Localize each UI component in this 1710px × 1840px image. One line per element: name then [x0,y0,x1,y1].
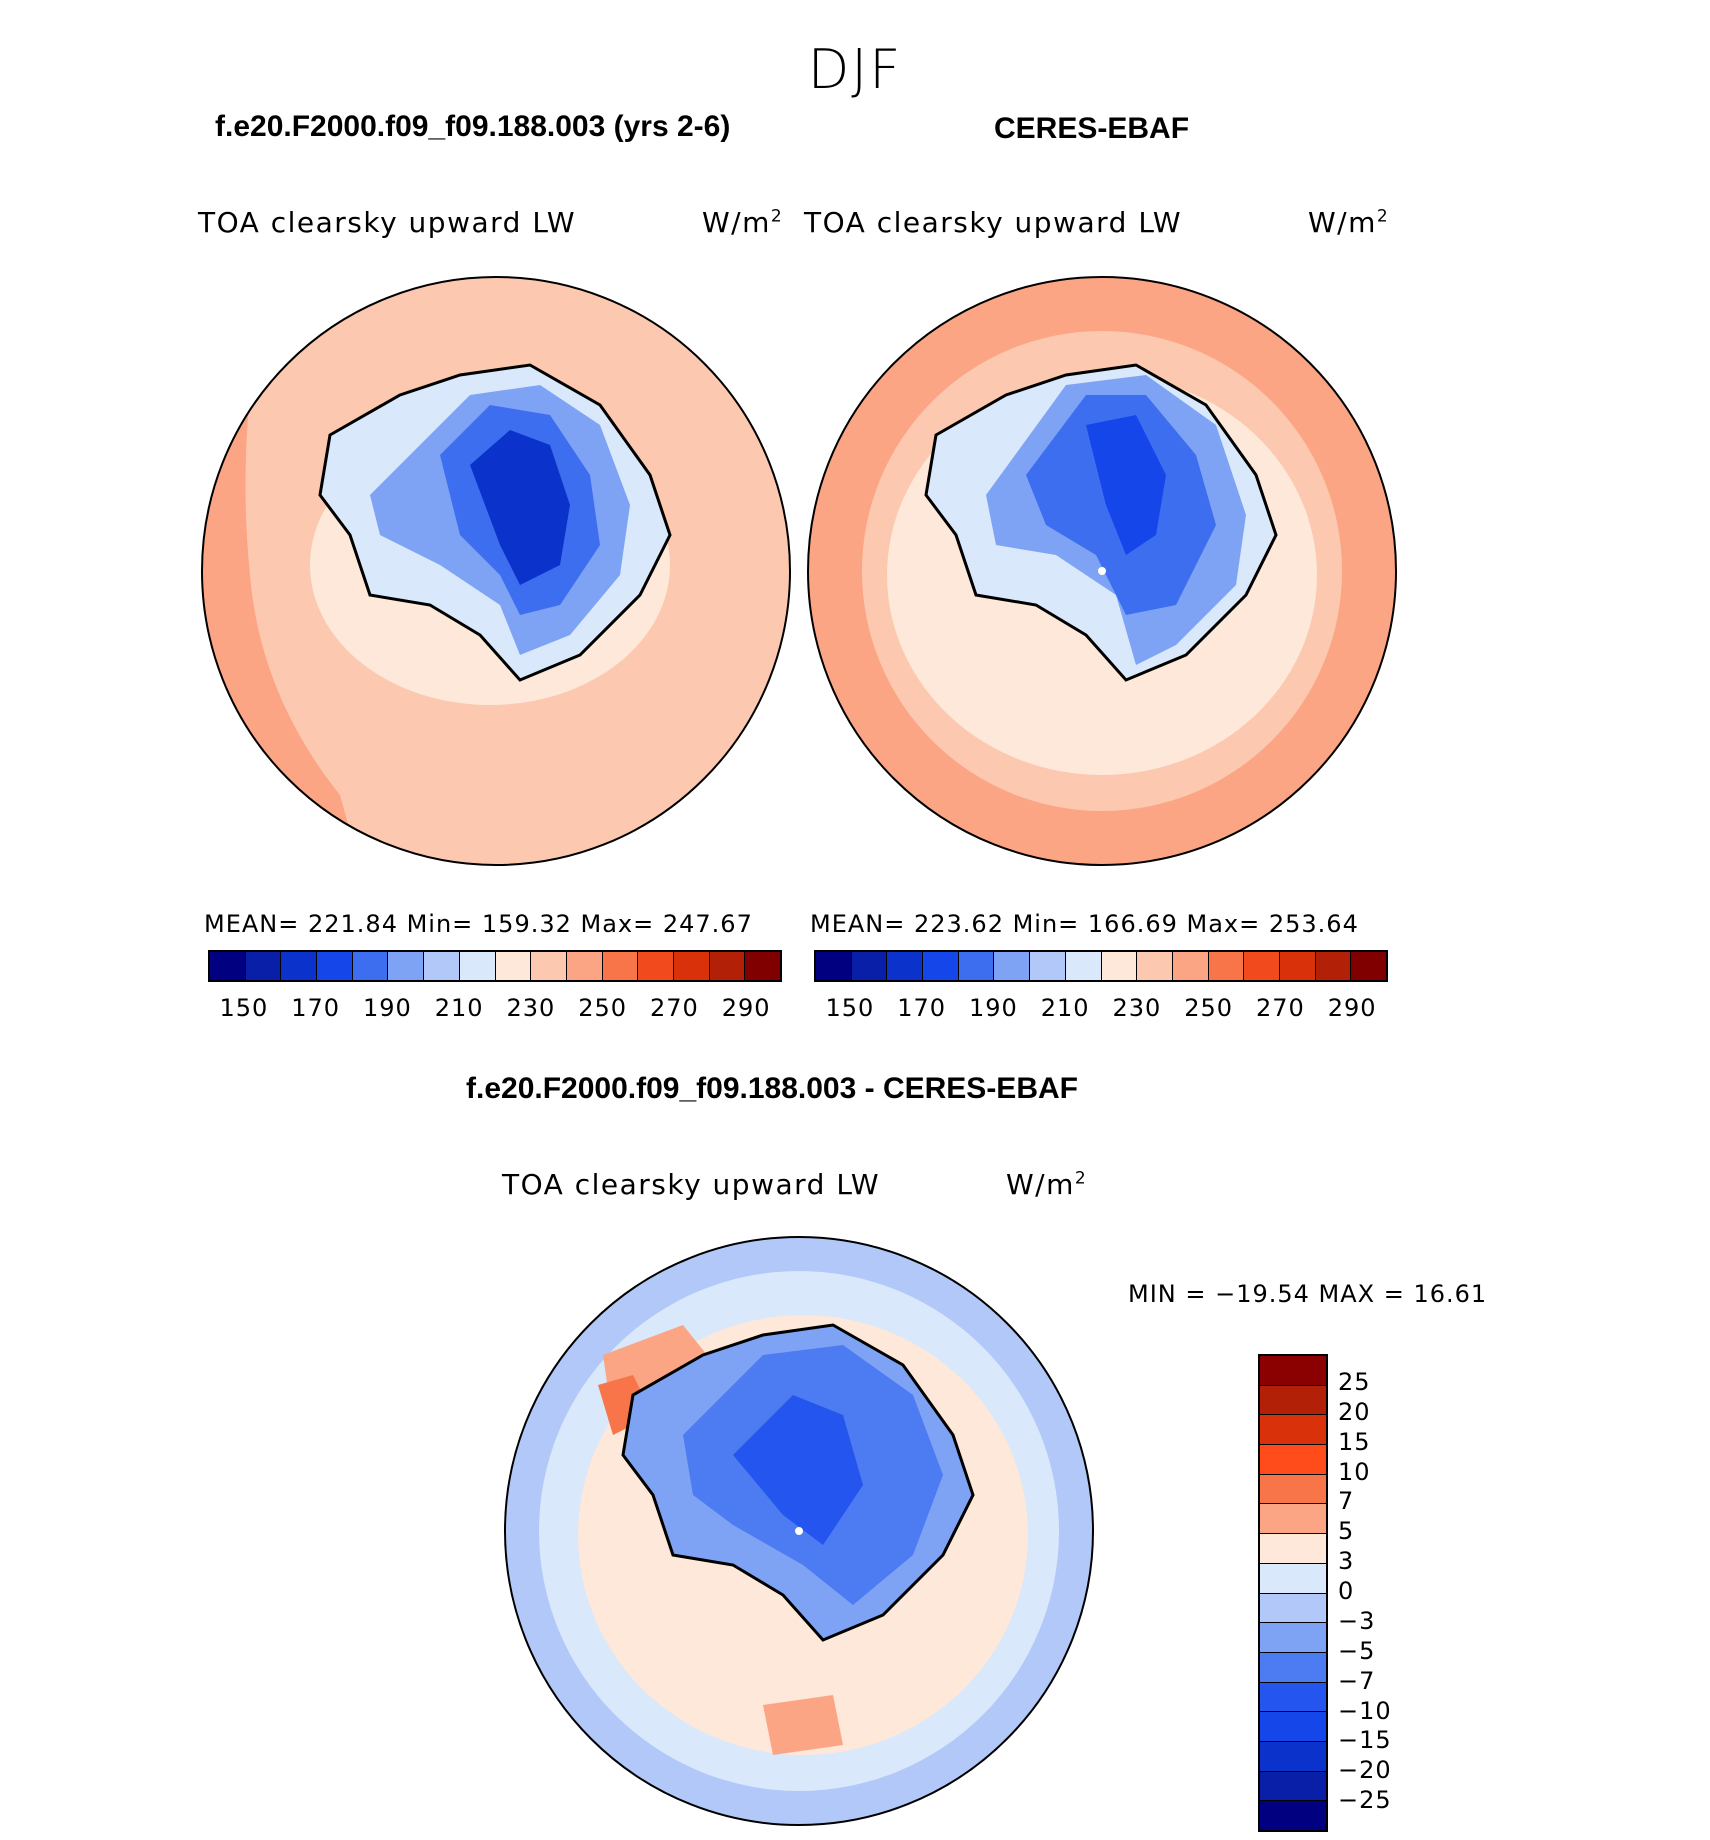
colorbar-swatch [745,952,780,980]
colorbar-tick-label: 210 [434,994,484,1022]
colorbar-tick-label: −20 [1338,1756,1392,1785]
colorbar-tick-label: 210 [1040,994,1090,1022]
colorbar-tick-label: 150 [219,994,269,1022]
colorbar-swatch [1172,952,1209,980]
colorbar-tick-label: 270 [649,994,699,1022]
colorbar-swatch [1260,1801,1326,1830]
colorbar-swatch [602,952,639,980]
colorbar-swatch [1260,1563,1326,1594]
colorbar-swatch [958,952,995,980]
colorbar-swatch [1065,952,1102,980]
colorbar-swatch [887,952,924,980]
colorbar-swatch [1260,1385,1326,1416]
colorbar-tick-label: 3 [1338,1547,1355,1576]
colorbar-tick-label: 10 [1338,1457,1371,1486]
diff-polar-map [504,1236,1094,1826]
colorbar-tick-label: 290 [721,994,771,1022]
colorbar-tick-label: −3 [1338,1606,1376,1635]
colorbar-swatch [1260,1593,1326,1624]
panel-obs-units: W/m2 [1308,206,1390,239]
colorbar-swatch [1260,1445,1326,1475]
model-colorbar [208,950,782,982]
model-polar-map [201,276,791,866]
colorbar-swatch [245,952,282,980]
colorbar-swatch [1244,952,1280,980]
colorbar-tick-label: −10 [1338,1696,1392,1725]
colorbar-tick-label: 25 [1338,1367,1371,1396]
colorbar-swatch [851,952,888,980]
colorbar-swatch [1137,952,1173,980]
colorbar-swatch [1260,1504,1326,1535]
colorbar-tick-label: 290 [1327,994,1377,1022]
colorbar-tick-label: 7 [1338,1487,1355,1516]
colorbar-tick-label: 150 [825,994,875,1022]
colorbar-swatch [1101,952,1138,980]
colorbar-tick-label: 20 [1338,1397,1371,1426]
colorbar-swatch [1351,952,1386,980]
colorbar-swatch [210,952,246,980]
colorbar-swatch [1315,952,1352,980]
colorbar-swatch [673,952,710,980]
colorbar-swatch [1260,1415,1326,1446]
colorbar-swatch [816,952,852,980]
colorbar-tick-label: 15 [1338,1427,1371,1456]
diff-stats: MIN = −19.54 MAX = 16.61 [1128,1280,1488,1308]
colorbar-swatch [352,952,389,980]
colorbar-tick-label: 170 [897,994,947,1022]
colorbar-swatch [923,952,959,980]
obs-colorbar [814,950,1388,982]
season-title: DJF [807,38,903,101]
colorbar-swatch [1260,1682,1326,1713]
colorbar-tick-label: 190 [362,994,412,1022]
colorbar-tick-label: 170 [291,994,341,1022]
panel-model-units: W/m2 [702,206,784,239]
colorbar-tick-label: 190 [968,994,1018,1022]
colorbar-tick-label: 250 [578,994,628,1022]
obs-polar-map [807,276,1397,866]
colorbar-swatch [424,952,460,980]
diff-units: W/m2 [1006,1168,1088,1201]
colorbar-tick-label: −5 [1338,1636,1376,1665]
panel-model-stats: MEAN= 221.84 Min= 159.32 Max= 247.67 [204,910,753,938]
colorbar-tick-label: −25 [1338,1786,1392,1815]
colorbar-swatch [1260,1741,1326,1772]
colorbar-swatch [1260,1712,1326,1742]
colorbar-swatch [281,952,318,980]
colorbar-swatch [1208,952,1245,980]
colorbar-tick-label: 5 [1338,1517,1355,1546]
colorbar-swatch [1260,1534,1326,1564]
colorbar-swatch [1279,952,1316,980]
colorbar-swatch [709,952,746,980]
colorbar-swatch [1260,1771,1326,1802]
colorbar-swatch [1260,1623,1326,1653]
colorbar-swatch [1260,1652,1326,1683]
panel-model-title: f.e20.F2000.f09_f09.188.003 (yrs 2-6) [215,110,731,143]
colorbar-swatch [1260,1356,1326,1386]
colorbar-tick-label: 230 [1112,994,1162,1022]
diff-colorbar [1258,1354,1328,1832]
diff-title: f.e20.F2000.f09_f09.188.003 - CERES-EBAF [466,1072,1078,1105]
colorbar-swatch [317,952,353,980]
colorbar-tick-label: 0 [1338,1577,1355,1605]
colorbar-swatch [994,952,1031,980]
colorbar-swatch [459,952,496,980]
colorbar-swatch [495,952,532,980]
panel-obs-title: CERES-EBAF [994,112,1190,145]
panel-obs-stats: MEAN= 223.62 Min= 166.69 Max= 253.64 [810,910,1359,938]
colorbar-tick-label: 230 [506,994,556,1022]
colorbar-swatch [1030,952,1066,980]
colorbar-swatch [638,952,674,980]
panel-model-variable: TOA clearsky upward LW [198,206,577,239]
colorbar-swatch [388,952,425,980]
colorbar-tick-label: −7 [1338,1666,1376,1695]
panel-obs-variable: TOA clearsky upward LW [804,206,1183,239]
colorbar-tick-label: −15 [1338,1726,1392,1755]
diff-variable: TOA clearsky upward LW [502,1168,881,1201]
colorbar-tick-label: 250 [1184,994,1234,1022]
colorbar-swatch [531,952,567,980]
colorbar-tick-label: 270 [1255,994,1305,1022]
colorbar-swatch [1260,1474,1326,1505]
colorbar-swatch [566,952,603,980]
